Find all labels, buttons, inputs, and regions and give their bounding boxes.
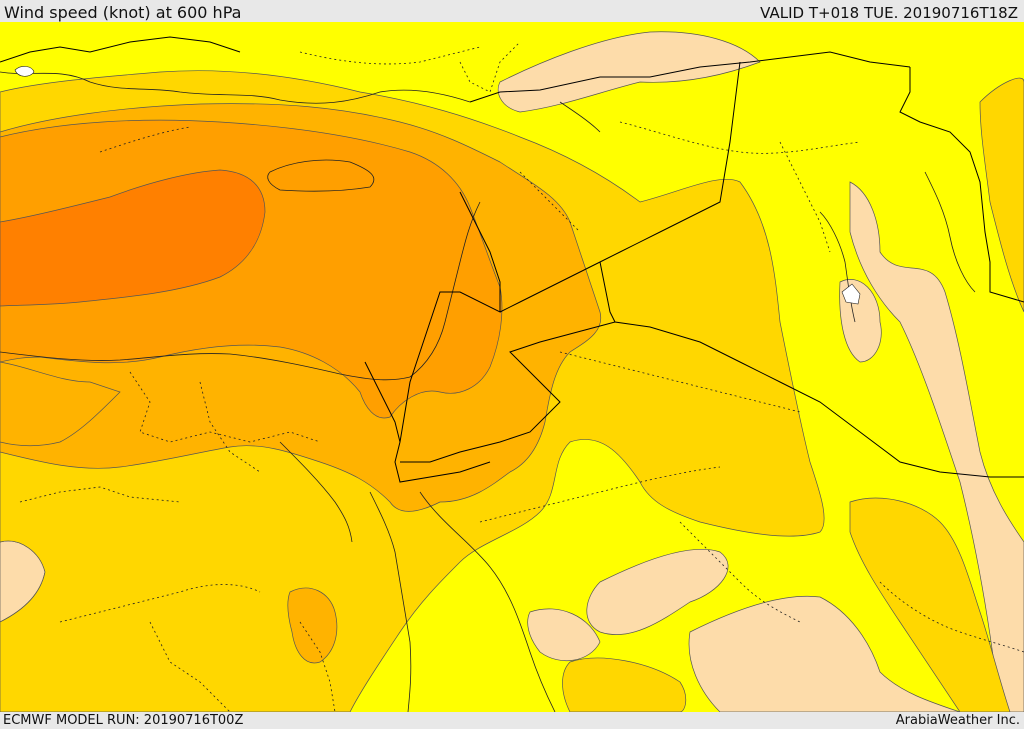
map-title: Wind speed (knot) at 600 hPa <box>4 3 242 22</box>
footer-bar: ECMWF MODEL RUN: 20190716T00Z ArabiaWeat… <box>0 712 1024 729</box>
valid-time: VALID T+018 TUE. 20190716T18Z <box>760 4 1018 22</box>
model-run: ECMWF MODEL RUN: 20190716T00Z <box>3 713 244 728</box>
wind-band-dark-orange <box>0 169 266 307</box>
wind-speed-map <box>0 22 1024 712</box>
map-canvas <box>0 22 1024 712</box>
header-bar: Wind speed (knot) at 600 hPa VALID T+018… <box>0 0 1024 22</box>
wind-band-light <box>0 31 1024 712</box>
lakes <box>14 66 861 305</box>
coastline <box>0 71 976 712</box>
admin-boundaries <box>19 41 1024 712</box>
country-borders <box>0 36 1024 483</box>
credit: ArabiaWeather Inc. <box>895 713 1020 728</box>
